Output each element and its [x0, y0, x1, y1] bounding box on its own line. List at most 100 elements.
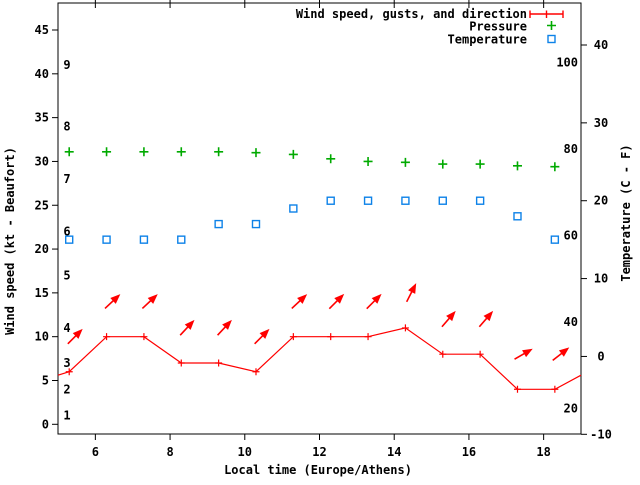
beaufort-scale-label: 7 — [63, 172, 70, 186]
x-tick-label: 14 — [387, 445, 401, 459]
wind-direction-arrow — [291, 294, 308, 310]
wind-direction-arrow — [478, 310, 494, 328]
wind-direction-arrow — [141, 294, 158, 310]
pressure-point — [102, 147, 112, 157]
y-right-tick-label: 10 — [594, 272, 608, 286]
y-right-tick-label: -10 — [590, 427, 612, 441]
wind-speed-point — [103, 333, 111, 341]
pressure-point — [363, 156, 373, 166]
temperature-legend-marker-icon — [547, 34, 556, 44]
wind-speed-point — [140, 333, 148, 341]
temperature-point — [513, 212, 522, 221]
beaufort-scale-label: 8 — [63, 119, 70, 133]
beaufort-scale-label: 4 — [63, 321, 70, 335]
beaufort-scale-label: 6 — [63, 225, 70, 239]
fahrenheit-scale-label: 80 — [564, 142, 578, 156]
y-left-tick-label: 30 — [35, 154, 49, 168]
y-left-tick-label: 45 — [35, 23, 49, 37]
y-left-tick-label: 0 — [42, 417, 49, 431]
x-axis-title: Local time (Europe/Athens) — [224, 463, 412, 477]
temperature-point — [139, 235, 149, 244]
wind-speed-line — [57, 327, 582, 390]
y-left-tick-label: 25 — [35, 198, 49, 212]
wind-speed-point — [439, 350, 447, 358]
pressure-point — [550, 162, 560, 172]
wind-direction-arrow — [67, 328, 83, 345]
series-pressure — [64, 147, 560, 172]
y-right-tick-label: 0 — [597, 349, 604, 363]
y-left-axis-title: Wind speed (kt - Beaufort) — [3, 147, 17, 335]
beaufort-scale-label: 1 — [63, 409, 70, 423]
legend-pressure-label: Pressure — [469, 20, 527, 34]
series-temperature — [65, 196, 560, 244]
y-left-tick-label: 40 — [35, 67, 49, 81]
temperature-point — [326, 196, 335, 205]
wind-speed-point — [551, 385, 559, 393]
wind-speed-point — [364, 333, 372, 341]
plot-border — [57, 2, 582, 435]
y-right-tick-label: 30 — [594, 116, 608, 130]
wind-direction-arrow — [216, 319, 232, 336]
pressure-point — [438, 159, 448, 169]
temperature-point — [475, 196, 485, 205]
temperature-point — [550, 235, 560, 244]
wind-direction-arrow — [514, 348, 533, 360]
fahrenheit-scale-label: 60 — [564, 228, 578, 242]
wind-legend-marker-icon — [529, 10, 564, 18]
wind-direction-arrow — [328, 293, 345, 310]
pressure-point — [512, 161, 522, 171]
temperature-point — [65, 235, 74, 244]
y-right-tick-label: 20 — [594, 194, 608, 208]
y-left-tick-label: 15 — [35, 286, 49, 300]
wind-direction-arrow — [254, 328, 270, 345]
axis-layer: 6 8 10 12 14 16 180510152025303540451234567894… — [35, 0, 612, 459]
pressure-point — [288, 149, 298, 159]
temperature-point — [177, 235, 186, 244]
wind-speed-point — [252, 368, 260, 376]
y-left-tick-label: 10 — [35, 330, 49, 344]
x-tick-label: 18 — [536, 445, 550, 459]
pressure-point — [176, 147, 186, 157]
wind-direction-arrow — [405, 283, 417, 303]
pressure-point — [214, 147, 224, 157]
temperature-point — [102, 235, 111, 244]
y-left-tick-label: 5 — [42, 373, 49, 387]
wind-speed-point — [177, 359, 185, 367]
pressure-point — [400, 157, 410, 167]
beaufort-scale-label: 5 — [63, 268, 70, 282]
x-tick-label: 6 — [92, 445, 99, 459]
legend-temperature-label: Temperature — [448, 33, 527, 47]
legend-title: Wind speed, gusts, and direction — [296, 7, 527, 21]
fahrenheit-scale-label: 40 — [564, 315, 578, 329]
fahrenheit-scale-label: 20 — [564, 401, 578, 415]
beaufort-scale-label: 9 — [63, 58, 70, 72]
beaufort-scale-label: 3 — [63, 356, 70, 370]
y-left-tick-label: 20 — [35, 242, 49, 256]
temperature-point — [363, 196, 373, 205]
y-left-tick-label: 35 — [35, 111, 49, 125]
temperature-point — [214, 219, 223, 229]
wind-direction-arrow — [441, 310, 456, 328]
temperature-point — [438, 196, 447, 205]
wind-speed-point — [65, 368, 73, 376]
wind-speed-point — [513, 385, 521, 393]
wind-direction-arrow — [366, 293, 382, 310]
fahrenheit-scale-label: 100 — [556, 55, 578, 69]
wind-direction-arrow — [179, 319, 195, 336]
wind-speed-point — [289, 333, 297, 341]
pressure-point — [326, 154, 336, 164]
pressure-point — [251, 148, 261, 158]
wind-speed-point — [215, 359, 223, 367]
beaufort-scale-label: 2 — [63, 382, 70, 396]
series-wind — [57, 324, 582, 393]
x-tick-label: 12 — [312, 445, 326, 459]
pressure-legend-marker-icon — [547, 21, 556, 30]
temperature-point — [251, 219, 261, 229]
y-right-axis-title: Temperature (C - F) — [619, 144, 633, 281]
wind-speed-point — [401, 324, 409, 332]
pressure-point — [475, 159, 485, 169]
x-tick-label: 16 — [462, 445, 476, 459]
y-right-tick-label: 40 — [594, 38, 608, 52]
